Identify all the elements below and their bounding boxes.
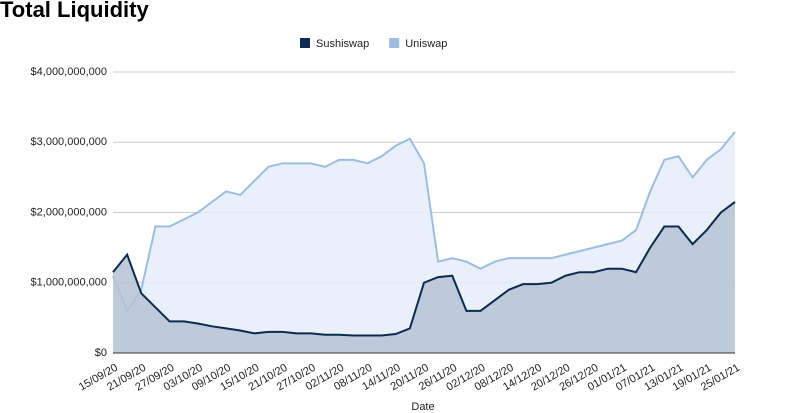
chart-title: Total Liquidity bbox=[0, 0, 149, 22]
x-axis-label: Date bbox=[411, 401, 434, 413]
series-line bbox=[112, 201, 736, 337]
area-fill bbox=[113, 201, 735, 353]
y-tick-label: $4,000,000,000 bbox=[31, 66, 107, 78]
legend-swatch bbox=[389, 38, 400, 48]
series-line bbox=[112, 131, 736, 313]
y-tick-label: $0 bbox=[95, 347, 107, 359]
legend-label: Uniswap bbox=[405, 38, 447, 50]
y-tick-label: $2,000,000,000 bbox=[31, 206, 107, 218]
legend-swatch bbox=[300, 38, 310, 48]
legend-label: Sushiswap bbox=[316, 38, 369, 50]
y-tick-label: $1,000,000,000 bbox=[31, 277, 107, 289]
y-tick-label: $3,000,000,000 bbox=[31, 136, 107, 148]
